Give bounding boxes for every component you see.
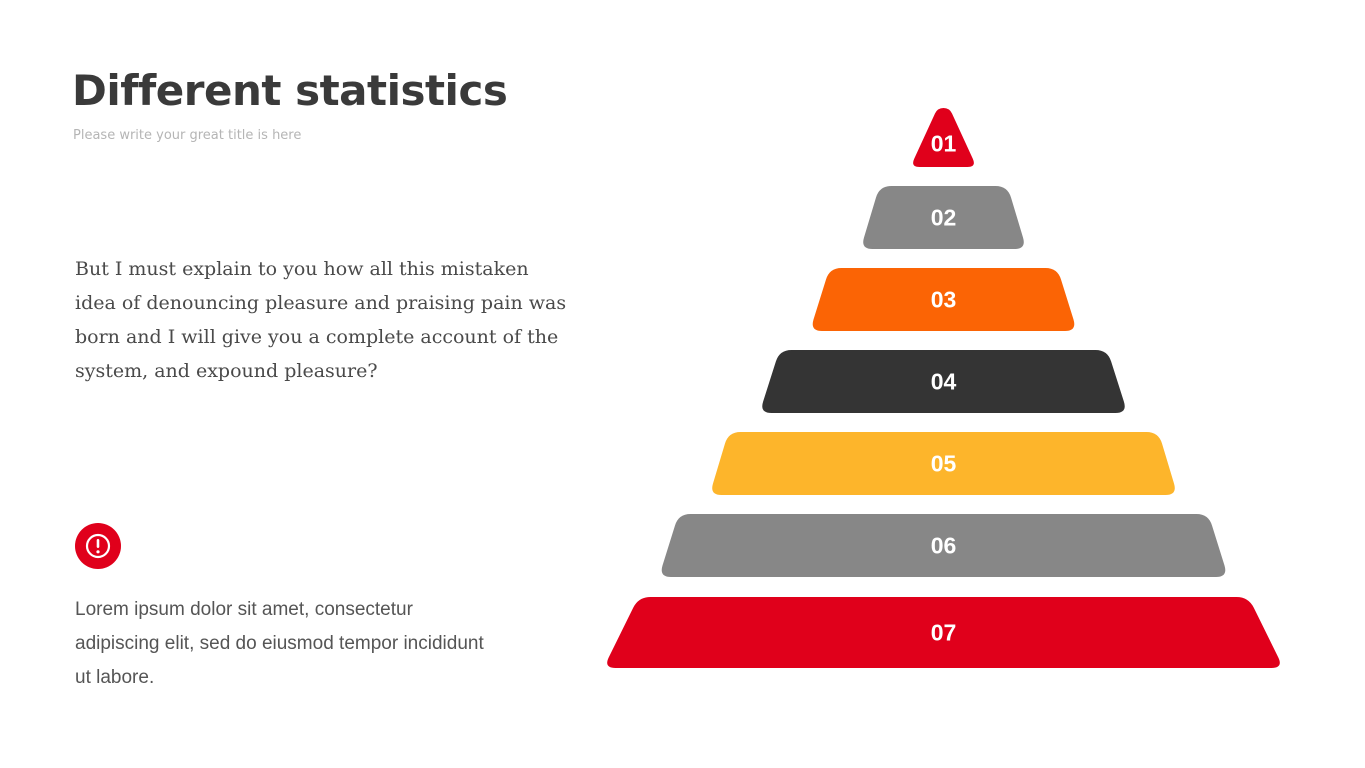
exclamation-circle-icon (85, 533, 111, 559)
pyramid-layer-label: 05 (931, 451, 957, 477)
slide-title: Different statistics (72, 66, 508, 115)
pyramid-layer-shape (661, 514, 1226, 577)
pyramid-layer-01: 01 (913, 108, 974, 167)
pyramid-layer-02: 02 (863, 186, 1024, 249)
pyramid-layer-04: 04 (762, 350, 1125, 413)
pyramid-layer-label: 04 (931, 369, 957, 395)
pyramid-layer-label: 06 (931, 533, 957, 559)
pyramid-layer-shape (712, 432, 1175, 495)
pyramid-layer-shape (863, 186, 1024, 249)
pyramid-layer-shape (762, 350, 1125, 413)
slide-subtitle: Please write your great title is here (73, 128, 302, 143)
pyramid-layer-label: 02 (931, 205, 957, 231)
pyramid-layer-shape (607, 597, 1280, 668)
pyramid-layer-label: 07 (931, 620, 957, 646)
pyramid-layer-label: 03 (931, 287, 957, 313)
pyramid-layer-label: 01 (931, 131, 957, 157)
note-paragraph: Lorem ipsum dolor sit amet, consectetur … (75, 599, 484, 688)
pyramid-layer-05: 05 (712, 432, 1175, 495)
pyramid-layer-shape (812, 268, 1075, 331)
pyramid-layer-06: 06 (661, 514, 1226, 577)
pyramid-layer-03: 03 (812, 268, 1075, 331)
body-paragraph: But I must explain to you how all this m… (75, 258, 567, 382)
pyramid-layer-07: 07 (607, 597, 1280, 668)
pyramid-layer-shape (913, 108, 974, 167)
alert-badge (75, 523, 121, 569)
